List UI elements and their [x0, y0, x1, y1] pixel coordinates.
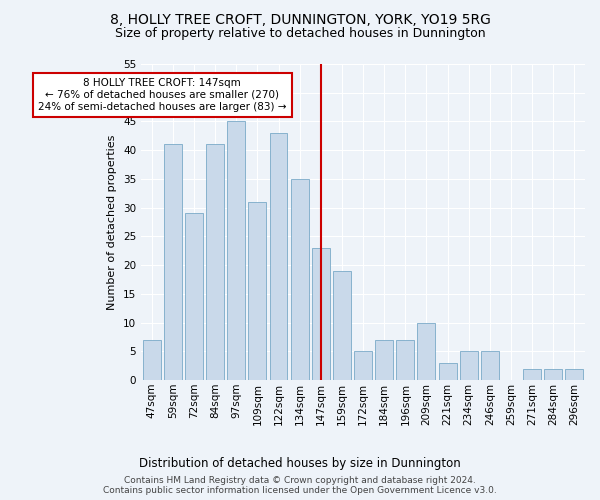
Y-axis label: Number of detached properties: Number of detached properties — [107, 134, 118, 310]
Bar — [481, 352, 499, 380]
Text: Distribution of detached houses by size in Dunnington: Distribution of detached houses by size … — [139, 458, 461, 470]
Bar — [460, 352, 478, 380]
Bar — [248, 202, 266, 380]
Bar — [397, 340, 415, 380]
Bar — [206, 144, 224, 380]
Bar — [227, 122, 245, 380]
Bar — [312, 248, 330, 380]
Bar — [333, 271, 351, 380]
Bar — [544, 368, 562, 380]
Bar — [354, 352, 372, 380]
Bar — [523, 368, 541, 380]
Text: Contains HM Land Registry data © Crown copyright and database right 2024.
Contai: Contains HM Land Registry data © Crown c… — [103, 476, 497, 495]
Bar — [439, 363, 457, 380]
Bar — [418, 322, 436, 380]
Bar — [143, 340, 161, 380]
Text: 8 HOLLY TREE CROFT: 147sqm
← 76% of detached houses are smaller (270)
24% of sem: 8 HOLLY TREE CROFT: 147sqm ← 76% of deta… — [38, 78, 286, 112]
Bar — [185, 214, 203, 380]
Bar — [565, 368, 583, 380]
Bar — [290, 179, 308, 380]
Bar — [269, 133, 287, 380]
Text: Size of property relative to detached houses in Dunnington: Size of property relative to detached ho… — [115, 28, 485, 40]
Text: 8, HOLLY TREE CROFT, DUNNINGTON, YORK, YO19 5RG: 8, HOLLY TREE CROFT, DUNNINGTON, YORK, Y… — [110, 12, 490, 26]
Bar — [164, 144, 182, 380]
Bar — [375, 340, 393, 380]
